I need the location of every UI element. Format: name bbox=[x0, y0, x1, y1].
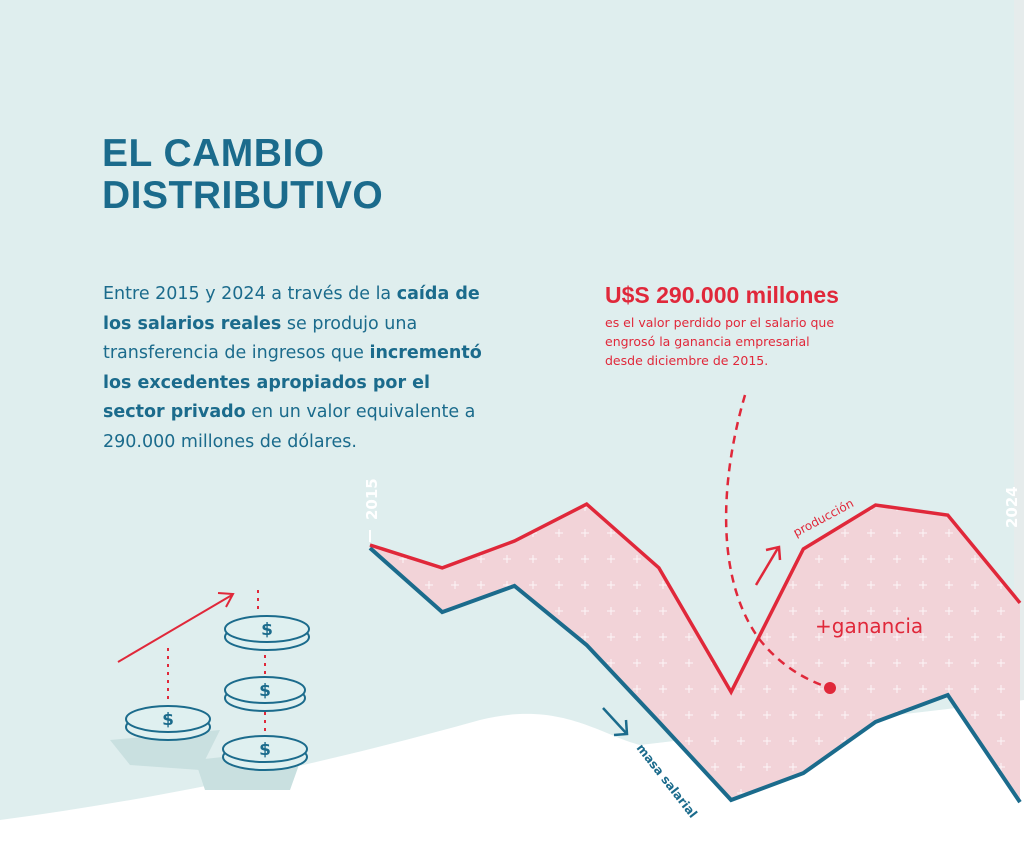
title-line-1: EL CAMBIO bbox=[102, 132, 325, 175]
series-line-produccion bbox=[369, 502, 1022, 696]
dollar-icon: $ bbox=[259, 681, 271, 701]
up-arrow-icon bbox=[754, 545, 782, 586]
area-pattern bbox=[370, 504, 1020, 803]
callout-line: desde diciembre de 2015. bbox=[605, 353, 769, 368]
title-line-2: DISTRIBUTIVO bbox=[102, 174, 384, 217]
area-label: +ganancia bbox=[815, 614, 923, 638]
x-tick-2024: 2024 bbox=[1003, 486, 1021, 528]
intro-paragraph: Entre 2015 y 2024 a través de la caída d… bbox=[103, 280, 483, 457]
intro-text: en un valor equivalente a 290.000 millon… bbox=[103, 402, 476, 452]
pointer-dot bbox=[824, 682, 836, 694]
down-arrow-icon bbox=[602, 707, 629, 737]
intro-text: Entre 2015 y 2024 a través de la bbox=[103, 284, 397, 304]
dollar-icon: $ bbox=[261, 620, 273, 640]
page-title: EL CAMBIO DISTRIBUTIVO bbox=[102, 133, 383, 217]
page-edge bbox=[1014, 0, 1024, 852]
intro-bold: incrementó los excedentes apropiados por… bbox=[103, 343, 482, 422]
intro-text: se produjo una transferencia de ingresos… bbox=[103, 313, 418, 364]
callout-line: engrosó la ganancia empresarial bbox=[605, 334, 810, 349]
x-tick-2015: 2015 bbox=[363, 478, 381, 520]
callout: U$S 290.000 millones es el valor perdido… bbox=[605, 282, 839, 370]
series-line-masa-salarial bbox=[368, 546, 1022, 804]
coins-illustration: $ $ $ $ bbox=[110, 590, 310, 790]
intro-bold: caída de los salarios reales bbox=[103, 284, 480, 334]
callout-headline: U$S 290.000 millones bbox=[605, 282, 839, 308]
dollar-icon: $ bbox=[162, 710, 174, 730]
dollar-icon: $ bbox=[259, 740, 271, 760]
callout-line: es el valor perdido por el salario que bbox=[605, 315, 835, 330]
